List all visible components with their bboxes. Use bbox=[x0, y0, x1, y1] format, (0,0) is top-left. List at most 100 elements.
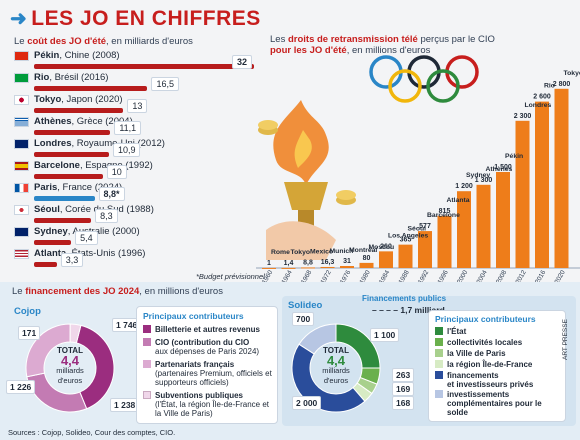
main-title: ➜ LES JO EN CHIFFRES bbox=[10, 6, 261, 31]
tv-city-label: Moscou bbox=[369, 244, 395, 251]
usa-flag-icon bbox=[14, 249, 29, 259]
tv-city-label: Barcelone bbox=[427, 212, 460, 219]
legend-text: la Ville de Paris bbox=[447, 349, 506, 358]
solideo-legend: Principaux contributeurs l'État collectiv… bbox=[428, 310, 566, 422]
tv-city-label: Los Angeles bbox=[388, 232, 428, 239]
cojop-donut bbox=[25, 323, 115, 413]
tv-title-c: perçus par le CIO bbox=[417, 34, 495, 45]
legend-text: Subventions publiques bbox=[155, 391, 244, 400]
tv-value-label: 365 bbox=[400, 237, 412, 244]
cost-row: Sydney, Australie (2000) 5,4 bbox=[14, 226, 264, 248]
cost-title: Le coût des JO d'été, en milliards d'eur… bbox=[14, 36, 193, 47]
legend-swatch bbox=[435, 338, 443, 346]
tv-year-tick: 1988 bbox=[398, 269, 411, 282]
swatch-subsidies bbox=[143, 391, 151, 399]
cost-row-label: Sydney, Australie (2000) bbox=[34, 226, 140, 237]
legend-swatch bbox=[435, 371, 443, 379]
tv-year-tick: 1984 bbox=[378, 269, 391, 282]
tv-bar bbox=[301, 267, 315, 269]
cost-bar bbox=[34, 130, 111, 135]
tv-bar bbox=[359, 262, 374, 268]
cost-row-label: Séoul, Corée du Sud (1988) bbox=[34, 204, 154, 215]
cost-value: 32 bbox=[232, 55, 253, 69]
tv-city-label: Tokyo bbox=[564, 70, 580, 77]
legend-subtext: aux dépenses de Paris 2024) bbox=[155, 347, 260, 356]
sources: Sources : Cojop, Solideo, Cour des compt… bbox=[8, 428, 176, 437]
tv-year-tick: 2008 bbox=[495, 269, 508, 282]
solideo-val-1100: 1 100 bbox=[370, 328, 400, 342]
cost-row: Paris, France (2024) 8,8* bbox=[14, 182, 264, 204]
solideo-total: TOTAL 4,4 milliards d'euros bbox=[308, 346, 364, 386]
china-flag-icon bbox=[14, 51, 29, 61]
solideo-val-700: 700 bbox=[292, 312, 315, 326]
cost-value: 16,5 bbox=[151, 77, 179, 91]
solideo-legend-item: l'État bbox=[435, 327, 563, 336]
tv-title-b: droits de retransmission télé bbox=[287, 34, 418, 45]
tv-year-tick: 1996 bbox=[437, 269, 450, 282]
funding-title: Le financement des JO 2024, en millions … bbox=[12, 286, 223, 297]
cojop-val-171: 171 bbox=[18, 326, 41, 340]
tv-title: Les droits de retransmission télé perçus… bbox=[270, 34, 495, 56]
budget-note: *Budget prévisionnel bbox=[196, 272, 265, 281]
tv-bar bbox=[535, 101, 549, 268]
tv-year-tick: 1960 bbox=[261, 269, 274, 282]
solideo-total-unit2: d'euros bbox=[323, 376, 349, 385]
cost-row: Tokyo, Japon (2020) 13 bbox=[14, 94, 264, 116]
tv-bar bbox=[398, 244, 413, 268]
main-title-text: LES JO EN CHIFFRES bbox=[31, 7, 261, 30]
cost-value: 10 bbox=[106, 165, 127, 179]
tv-city-label: Mexico bbox=[310, 248, 333, 255]
tv-year-tick: 1972 bbox=[320, 269, 333, 282]
donut-segment bbox=[69, 323, 82, 344]
tv-bars bbox=[262, 88, 569, 269]
cojop-val-1226: 1 226 bbox=[6, 380, 36, 394]
solideo-val-2000: 2 000 bbox=[292, 396, 322, 410]
tv-year-tick: 1968 bbox=[300, 269, 313, 282]
cost-bar bbox=[34, 152, 109, 157]
funding-title-c: , en millions d'euros bbox=[139, 286, 223, 297]
legend-text: la région Île-de-France bbox=[447, 360, 533, 369]
tv-value-label: 1 500 bbox=[494, 164, 512, 171]
credit: ART PRESSE bbox=[562, 319, 569, 360]
tv-city-label: Munich bbox=[330, 248, 354, 255]
tv-value-label: 2 800 bbox=[553, 81, 571, 88]
tv-value-label: 2 600 bbox=[533, 94, 551, 101]
solideo-legend-item: investissements complémentaires pour le s… bbox=[435, 390, 563, 417]
france-flag-icon bbox=[14, 183, 29, 193]
legend-text: Billetterie et autres revenus bbox=[155, 325, 260, 334]
cost-value: 5,4 bbox=[75, 231, 98, 245]
funding-title-b: financement des JO 2024 bbox=[25, 286, 140, 297]
olympic-rings-icon bbox=[369, 55, 479, 103]
legend-text: financements bbox=[447, 371, 499, 380]
tv-title-d: pour les JO d'été bbox=[270, 45, 347, 56]
cost-row: Rio, Brésil (2016) 16,5 bbox=[14, 72, 264, 94]
solideo-total-unit1: milliards bbox=[322, 366, 350, 375]
legend-text: CIO (contribution du CIO bbox=[155, 338, 250, 347]
tv-value-label: 2 300 bbox=[514, 113, 532, 120]
swatch-ticketing bbox=[143, 325, 151, 333]
tv-value-label: 260 bbox=[380, 243, 392, 250]
legend-text: Partenariats français bbox=[155, 360, 235, 369]
tv-bar bbox=[515, 120, 530, 268]
tv-year-tick: 1992 bbox=[417, 269, 430, 282]
solideo-legend-title: Principaux contributeurs bbox=[435, 314, 536, 324]
tv-value-label: 1,4 bbox=[284, 260, 294, 267]
tv-year-tick: 1964 bbox=[281, 269, 294, 282]
tv-value-label: 815 bbox=[439, 208, 451, 215]
greece-flag-icon bbox=[14, 117, 29, 127]
legend-swatch bbox=[435, 390, 443, 398]
tv-bar bbox=[476, 184, 491, 268]
arrow-icon: ➜ bbox=[10, 8, 28, 30]
tv-bar bbox=[320, 266, 335, 268]
cost-value: 8,8* bbox=[98, 187, 125, 201]
cojop-legend-2: Partenariats français (partenaires Premiu… bbox=[143, 360, 275, 387]
legend-text: investissements bbox=[447, 390, 510, 399]
torch-icon bbox=[258, 100, 356, 260]
cost-row: Barcelone, Espagne (1992) 10 bbox=[14, 160, 264, 182]
cost-bar bbox=[34, 262, 57, 267]
tv-year-tick: 2000 bbox=[456, 269, 469, 282]
tv-city-label: Tokyo bbox=[291, 249, 311, 256]
korea-flag-icon bbox=[14, 205, 29, 215]
tv-title-e: , en millions d'euros bbox=[346, 45, 431, 56]
